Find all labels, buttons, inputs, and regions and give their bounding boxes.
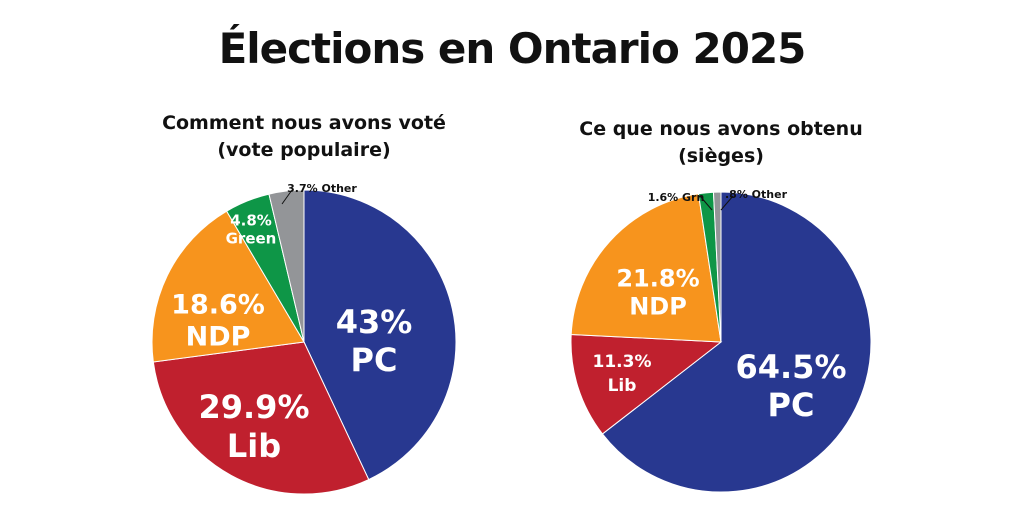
pie-2-slice-ndp <box>570 193 722 343</box>
pie-1-label-pc: 43% <box>336 303 413 341</box>
chart-2-title: Ce que nous avons obtenu (sièges) <box>541 116 901 170</box>
pie-1-leader-line-other <box>281 189 293 205</box>
pie-1-label-party-pc: PC <box>351 341 398 379</box>
pie-1-label-party-ndp: NDP <box>186 321 251 352</box>
pie-2-label-party-ndp: NDP <box>629 292 687 320</box>
page-title: Élections en Ontario 2025 <box>218 24 807 73</box>
chart-2-heading: Ce que nous avons obtenu <box>579 118 863 140</box>
pie-1-label-other: 3.7% Other <box>287 182 357 195</box>
pie-1-label-lib: 29.9% <box>198 388 309 426</box>
pie-2-slice-lib <box>570 333 723 435</box>
pie-2-slice-other <box>712 191 722 343</box>
pie-2-leader-line-green <box>699 195 713 211</box>
chart-1-heading: Comment nous avons voté <box>162 112 446 134</box>
chart-1-title: Comment nous avons voté (vote populaire) <box>124 110 484 164</box>
pie-1-label-ndp: 18.6% <box>171 289 265 320</box>
pie-1-label-green: 4.8% <box>230 211 272 229</box>
pie-1-slice-lib <box>152 341 370 495</box>
pie-2-label-ndp: 21.8% <box>616 264 699 292</box>
pie-2-label-party-pc: PC <box>768 386 815 424</box>
chart-2-subtitle: (sièges) <box>678 145 764 167</box>
pie-2-label-lib: 11.3% <box>593 352 652 372</box>
pie-2-label-other: .8% Other <box>725 188 788 201</box>
pie-1-slice-other <box>268 189 305 343</box>
pie-2-label-pc: 64.5% <box>735 348 846 386</box>
pie-2-leader-line-other <box>720 195 734 211</box>
chart-1-subtitle: (vote populaire) <box>217 139 391 161</box>
pie-2-slice-pc <box>601 191 872 493</box>
pie-2-label-green: 1.6% Grn <box>648 191 705 204</box>
pie-1-slice-ndp <box>151 210 305 363</box>
pie-1-label-party-lib: Lib <box>227 427 281 465</box>
pie-1-slice-pc <box>303 189 457 481</box>
pie-2-label-party-lib: Lib <box>608 376 637 396</box>
pie-1-label-party-green: Green <box>226 229 277 247</box>
